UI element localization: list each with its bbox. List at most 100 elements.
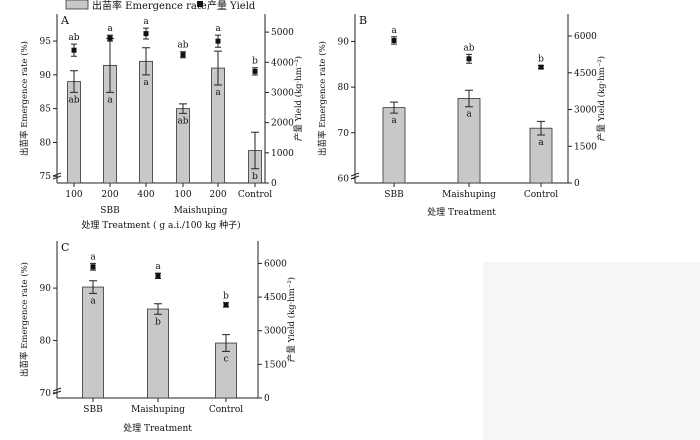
y2-tick-label: 1500 [574,142,597,152]
y2-tick-label: 3000 [264,327,287,337]
yield-point [215,38,221,44]
yield-point [180,52,186,58]
emergence-error-bar [251,131,259,170]
x-tick-label: 200 [101,190,118,200]
yield-sig-letter: a [107,24,113,34]
y2-tick-label: 0 [574,179,580,189]
group-label: SBB [100,206,120,216]
yield-point [71,47,77,53]
x-axis-title: 处理 Treatment [123,422,192,434]
yield-point [107,35,113,41]
axis-break-mark [52,172,62,180]
emergence-error-bar [70,70,78,93]
y-tick-label: 70 [338,129,350,139]
yield-point [391,37,397,43]
y-axis-title: 出苗率 Emergence rate (%) [317,41,328,156]
x-tick-label: 400 [137,190,154,200]
y2-axis-title: 产量 Yield (kg·hm⁻²) [293,56,304,141]
emergence-sig-letter: a [391,116,397,126]
emergence-sig-letter: a [143,78,149,88]
y2-tick-label: 2000 [271,119,294,129]
emergence-bar [529,127,553,184]
emergence-sig-letter: b [252,172,258,182]
x-tick-label: Control [524,190,558,200]
y2-tick-label: 3000 [574,106,597,116]
y2-axis-title: 产量 Yield (kg·hm⁻²) [286,277,297,362]
yield-sig-letter: a [90,252,96,262]
panel-label: A [60,14,70,27]
emergence-error-bar [154,303,162,315]
panel-c: C 70 80 90 0 1500 3000 4500 6000 出苗率 Emergence ra… [19,241,297,434]
yield-point [143,31,149,37]
y-axis-title: 出苗率 Emergence rate (%) [19,262,30,377]
emergence-sig-letter: a [466,110,472,120]
y2-tick-label: 1500 [264,360,287,370]
panel-a: A 75 80 85 90 95 0 1000 2000 3000 4000 5000 出苗率 Emer… [19,14,304,231]
emergence-error-bar [179,103,187,114]
emergence-error-bar [214,50,222,86]
emergence-error-bar [89,280,97,294]
y-tick-label: 85 [40,105,52,115]
yield-sig-letter: a [155,262,161,272]
emergence-error-bar [537,120,545,136]
yield-point [90,264,96,270]
y-tick-label: 80 [40,336,52,346]
yield-sig-letter: ab [68,33,79,43]
yield-sig-letter: ab [463,43,474,53]
group-label: Maishuping [174,206,228,216]
yield-sig-letter: b [252,57,258,67]
emergence-error-bar [390,101,398,114]
x-tick-label: 100 [65,190,82,200]
y-tick-label: 95 [40,37,52,47]
emergence-sig-letter: a [107,95,113,105]
legend: 出苗率 Emergence rate 产量 Yield [65,0,256,12]
y-tick-label: 75 [40,172,52,182]
y2-tick-label: 6000 [264,259,287,269]
yield-sig-letter: ab [177,41,188,51]
legend-bar-label: 出苗率 Emergence rate [92,0,207,12]
y2-tick-label: 4000 [271,58,294,68]
y-tick-label: 70 [40,389,52,399]
emergence-sig-letter: a [90,296,96,306]
emergence-sig-letter: b [155,317,161,327]
x-axis-title: 处理 Treatment [427,206,496,218]
y-tick-label: 90 [40,284,52,294]
x-axis-title: 处理 Treatment ( g a.i./100 kg 种子) [81,219,240,231]
legend-point-swatch [197,1,203,7]
panel-b: B 60 70 80 90 0 1500 3000 4500 6000 出苗率 Emergence … [317,14,607,218]
panel-label: C [61,241,69,254]
emergence-sig-letter: ab [177,116,188,126]
emergence-sig-letter: a [215,88,221,98]
y2-tick-label: 4500 [264,293,287,303]
yield-sig-letter: a [143,17,149,27]
emergence-sig-letter: a [538,138,544,148]
y2-tick-label: 1000 [271,149,294,159]
yield-sig-letter: b [538,55,544,65]
x-tick-label: Control [238,190,272,200]
y-tick-label: 80 [40,138,52,148]
yield-sig-letter: a [215,24,221,34]
y-tick-label: 60 [338,174,350,184]
background-shade [483,262,700,440]
y-tick-label: 90 [338,37,350,47]
y2-tick-label: 0 [271,179,277,189]
y2-tick-label: 4500 [574,69,597,79]
x-tick-label: Maishuping [131,405,185,415]
x-tick-label: SBB [83,405,103,415]
legend-point-label: 产量 Yield [207,0,256,12]
panel-label: B [359,14,367,27]
emergence-sig-letter: ab [68,95,79,105]
emergence-error-bar [222,334,230,352]
legend-bar-swatch [65,0,89,10]
yield-sig-letter: b [223,292,229,302]
x-tick-label: SBB [384,190,404,200]
y-tick-label: 80 [338,83,350,93]
x-tick-label: Control [209,405,243,415]
emergence-sig-letter: c [223,354,228,364]
emergence-error-bar [465,89,473,108]
yield-point [223,302,229,308]
y2-axis-title: 产量 Yield (kg·hm⁻²) [596,56,607,141]
y2-tick-label: 5000 [271,28,294,38]
